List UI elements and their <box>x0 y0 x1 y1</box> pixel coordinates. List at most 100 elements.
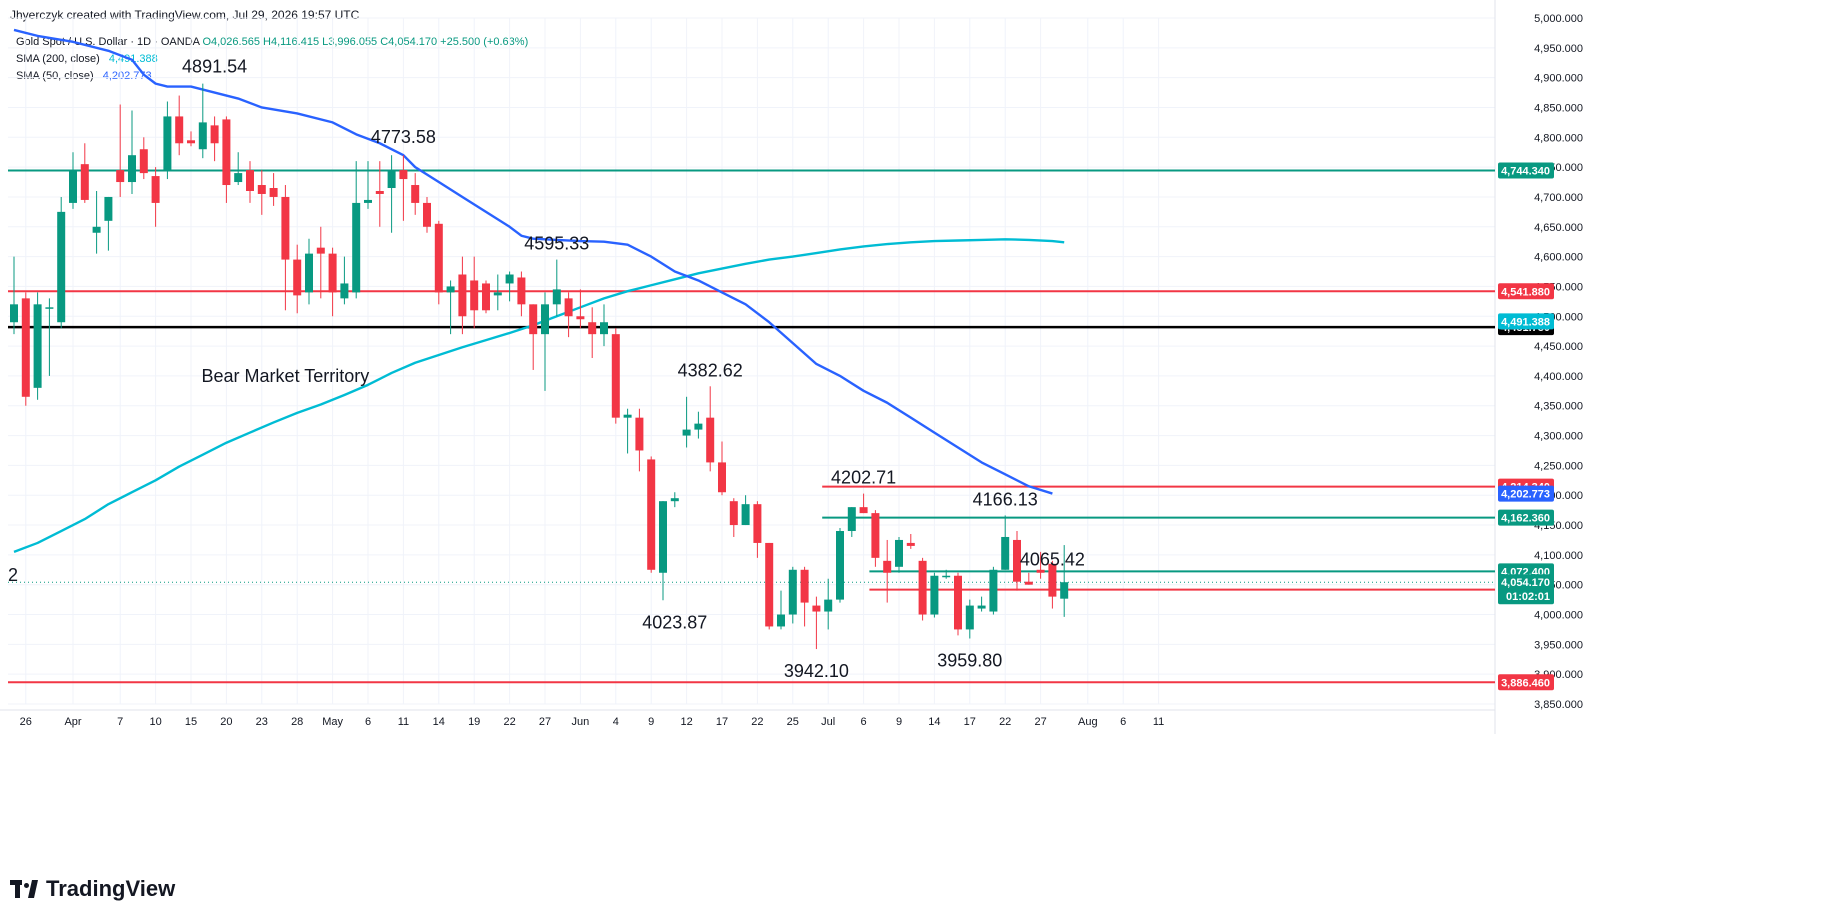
y-tick-label: 4,300.000 <box>1534 431 1583 443</box>
y-tick-label: 4,850.000 <box>1534 102 1583 114</box>
candle-body <box>977 605 986 609</box>
x-tick-label: 10 <box>149 716 161 728</box>
price-annotation: 4202.71 <box>831 468 896 488</box>
x-tick-label: 22 <box>503 716 515 728</box>
sma50-value: 4,202.773 <box>102 70 152 82</box>
candle-body <box>847 507 856 532</box>
candle-body <box>269 188 278 197</box>
left-edge-label: 2 <box>8 565 18 585</box>
candle-body <box>139 149 148 174</box>
x-tick-label: 6 <box>365 716 371 728</box>
x-tick-label: 14 <box>928 716 940 728</box>
candle-body <box>458 274 467 317</box>
candle-body <box>859 507 868 514</box>
level-badge-bg <box>1498 162 1554 179</box>
candle-body <box>10 304 18 323</box>
x-tick-label: 4 <box>613 716 619 728</box>
x-tick-label: 6 <box>1120 716 1126 728</box>
y-tick-label: 4,600.000 <box>1534 252 1583 264</box>
price-annotation: 4023.87 <box>642 612 707 632</box>
sma50-legend[interactable]: SMA (50, close) 4,202.773 <box>16 68 528 85</box>
candle-body <box>21 298 30 397</box>
y-tick-label: 5,000.000 <box>1534 13 1583 25</box>
y-tick-label: 4,350.000 <box>1534 401 1583 413</box>
candle-body <box>505 274 514 284</box>
x-tick-label: 22 <box>751 716 763 728</box>
x-tick-label: 25 <box>787 716 799 728</box>
brand-name: TradingView <box>46 876 176 901</box>
candle-body <box>69 170 77 203</box>
candle-body <box>564 298 573 317</box>
candle-body <box>234 173 243 183</box>
x-tick-label: 17 <box>964 716 976 728</box>
candle-body <box>588 322 597 335</box>
sma200-label: SMA (200, close) <box>16 53 100 65</box>
y-tick-label: 3,850.000 <box>1534 699 1583 711</box>
y-tick-label: 4,700.000 <box>1534 192 1583 204</box>
candle-body <box>446 286 455 293</box>
candle-body <box>965 605 974 630</box>
candle-body <box>694 423 703 430</box>
candle-body <box>765 542 774 627</box>
sma-badge: 4,491.388 <box>1501 316 1550 328</box>
candle-body <box>824 599 833 612</box>
candle-body <box>883 560 892 573</box>
candle-body <box>187 140 195 144</box>
candle-body <box>836 531 844 600</box>
x-tick-label: Jun <box>572 716 590 728</box>
candle-body <box>1013 539 1021 582</box>
candle-body <box>399 170 408 180</box>
candle-body <box>364 199 372 203</box>
x-tick-label: 28 <box>291 716 303 728</box>
candle-body <box>246 170 254 191</box>
candle-body <box>635 417 644 451</box>
candle-body <box>930 575 939 615</box>
candle-body <box>163 116 172 171</box>
candle-body <box>600 322 608 335</box>
level-badge: 3,886.460 <box>1501 677 1550 689</box>
candle-body <box>812 605 821 612</box>
level-badge-bg <box>1498 283 1554 300</box>
candle-body <box>198 122 207 150</box>
last-price-badge: 4,054.170 <box>1501 577 1550 589</box>
x-tick-label: 22 <box>999 716 1011 728</box>
candle-body <box>175 116 184 144</box>
countdown-badge: 01:02:01 <box>1506 591 1550 603</box>
candle-body <box>777 614 785 627</box>
x-tick-label: 11 <box>1153 716 1164 728</box>
x-tick-label: 23 <box>256 716 268 728</box>
candle-body <box>529 304 538 335</box>
price-annotation: 4166.13 <box>973 489 1038 509</box>
candle-body <box>116 170 125 183</box>
y-tick-label: 3,950.000 <box>1534 639 1583 651</box>
candle-body <box>611 334 620 418</box>
x-tick-label: 12 <box>680 716 692 728</box>
price-annotation: 4065.42 <box>1020 549 1085 569</box>
y-tick-label: 4,000.000 <box>1534 610 1583 622</box>
candle-body <box>493 292 502 296</box>
candle-body <box>729 501 738 526</box>
candle-body <box>906 542 915 546</box>
tradingview-logo[interactable]: TradingView <box>10 876 175 902</box>
candle-body <box>151 176 160 203</box>
candle-body <box>305 253 313 293</box>
candle-body <box>104 196 113 221</box>
candle-body <box>210 125 219 144</box>
candle-body <box>375 190 384 194</box>
candle-body <box>1036 569 1045 573</box>
y-tick-label: 4,950.000 <box>1534 43 1583 55</box>
candle-body <box>128 155 136 183</box>
candle-body <box>328 253 337 293</box>
x-tick-label: May <box>322 716 343 728</box>
price-annotation: 4773.58 <box>371 127 436 147</box>
candle-body <box>647 459 656 570</box>
sma50-line <box>13 28 1053 495</box>
candle-body <box>1024 581 1033 585</box>
candle-body <box>411 185 420 203</box>
level-badge: 4,541.880 <box>1501 286 1550 298</box>
sma-badge: 4,202.773 <box>1501 489 1550 501</box>
x-tick-label: 14 <box>433 716 445 728</box>
candle-body <box>576 316 585 320</box>
x-tick-label: 9 <box>896 716 902 728</box>
